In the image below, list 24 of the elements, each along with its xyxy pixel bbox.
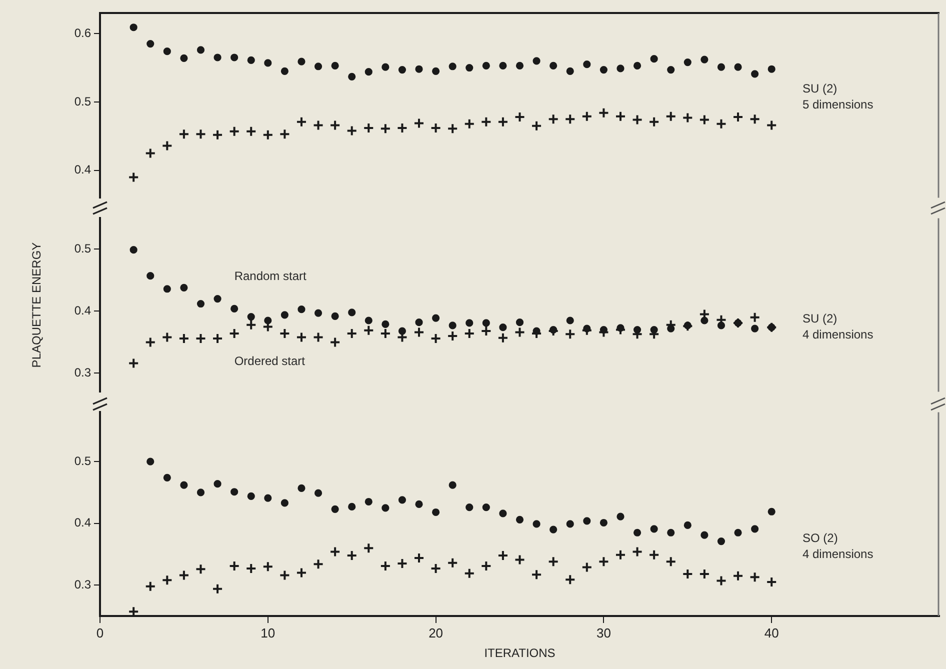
annotation: SO (2) xyxy=(802,531,838,546)
annotation: 4 dimensions xyxy=(802,328,874,342)
y-tick-label: 0.5 xyxy=(74,454,92,468)
annotation: 5 dimensions xyxy=(802,98,874,112)
y-tick-label: 0.3 xyxy=(74,366,92,380)
y-tick-label: 0.5 xyxy=(74,94,92,108)
y-tick-label: 0.6 xyxy=(74,26,92,40)
annotation: SU (2) xyxy=(802,312,838,326)
series-label: Random start xyxy=(234,269,308,284)
series-label: Ordered start xyxy=(234,354,306,368)
y-tick-label: 0.4 xyxy=(74,304,92,318)
annotation: 4 dimensions xyxy=(802,547,874,562)
x-tick-label: 40 xyxy=(764,625,779,640)
x-axis-title: ITERATIONS xyxy=(484,646,556,660)
y-tick-label: 0.4 xyxy=(74,162,92,177)
x-tick-label: 20 xyxy=(428,625,444,640)
y-tick-label: 0.5 xyxy=(74,242,92,256)
y-tick-label: 0.3 xyxy=(74,577,92,592)
x-tick-label: 0 xyxy=(96,625,104,640)
annotation: SU (2) xyxy=(802,82,838,96)
y-axis-title: PLAQUETTE ENERGY xyxy=(30,242,44,368)
y-tick-label: 0.4 xyxy=(74,516,92,530)
x-tick-label: 30 xyxy=(596,625,611,640)
x-tick-label: 10 xyxy=(260,625,276,640)
